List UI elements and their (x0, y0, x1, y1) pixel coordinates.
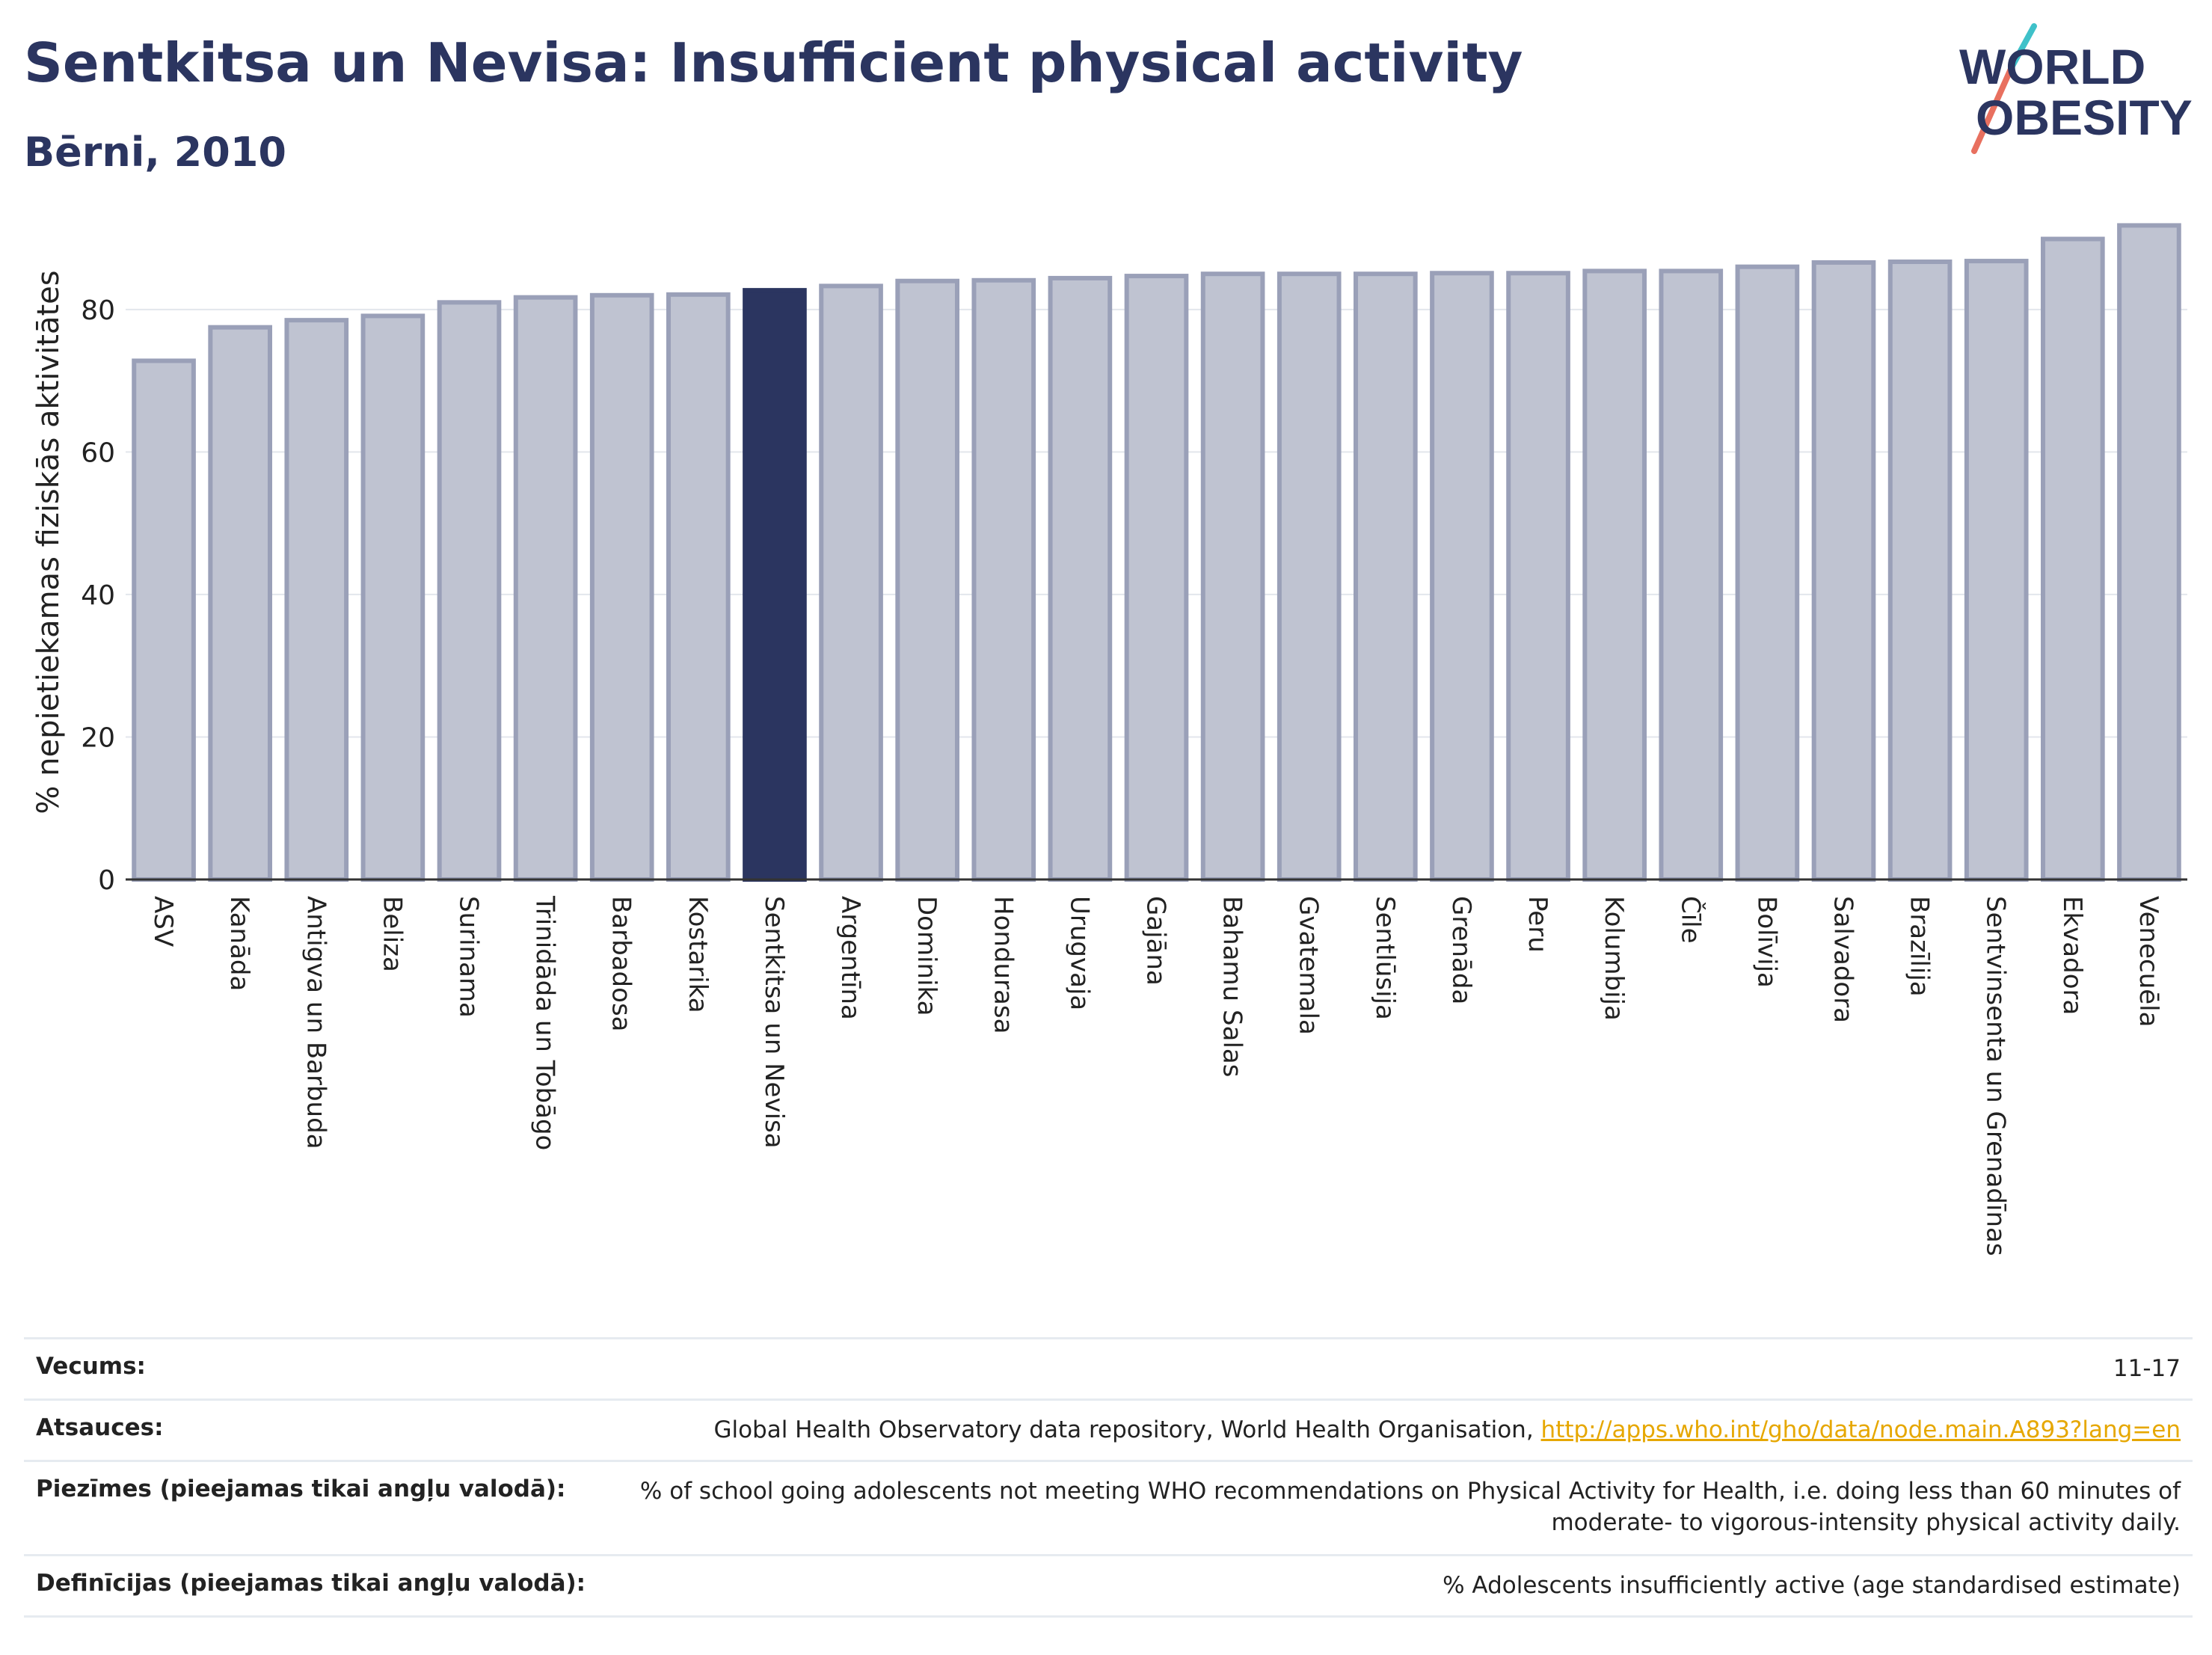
bar (1582, 268, 1647, 882)
logo-slash-teal (2009, 23, 2037, 70)
bar (1354, 271, 1418, 882)
x-tick-label: Beliza (377, 896, 407, 972)
sources-link[interactable]: http://apps.who.int/gho/data/node.main.A… (1540, 1416, 2181, 1443)
x-tick-label: ASV (148, 896, 178, 947)
y-tick-label: 80 (81, 295, 115, 326)
bar (2117, 223, 2181, 882)
bar (819, 283, 883, 882)
bar (1964, 259, 2029, 882)
x-tick-label: Sentvinsenta un Grenadīnas (1981, 896, 2011, 1256)
sources-value: Global Health Observatory data repositor… (713, 1414, 2181, 1446)
definitions-value: % Adolescents insufficiently active (age… (1443, 1572, 2181, 1599)
bar-chart: 0 20 40 60 80 ASV Kanāda Antigva un Barbuda Bel… (31, 223, 2187, 1256)
x-tick-label: Venecuēla (2133, 896, 2163, 1027)
bar (1811, 260, 1876, 882)
bar (1276, 271, 1342, 882)
chart-title: Sentkitsa un Nevisa: Insufficient physic… (24, 31, 1523, 94)
x-tick-label: Sentlūsija (1370, 896, 1400, 1020)
world-obesity-logo: WORLD OBESITY (1959, 23, 2193, 154)
chart-footer: Vecums: 11-17 Atsauces: Global Health Ob… (24, 1337, 2193, 1618)
category-labels: ASV Kanāda Antigva un Barbuda Beliza Surinam… (148, 895, 2163, 1256)
x-tick-label: Bolīvija (1751, 896, 1781, 988)
sources-text: Global Health Observatory data repositor… (713, 1416, 1541, 1443)
bar (208, 325, 272, 882)
x-tick-label: Kolumbija (1599, 896, 1629, 1021)
x-tick-label: Surinama (454, 896, 484, 1018)
bar (437, 300, 502, 882)
bar (666, 292, 731, 882)
x-tick-label: Grenāda (1446, 896, 1476, 1004)
notes-value: % of school going adolescents not meetin… (639, 1478, 2181, 1536)
footer-row-age: Vecums: 11-17 (24, 1337, 2193, 1398)
bar (2041, 236, 2105, 882)
x-tick-label: Bahamu Salas (1217, 896, 1247, 1077)
x-tick-label: Gvatemala (1294, 896, 1324, 1035)
y-tick-label: 0 (98, 865, 115, 896)
x-tick-label: Peru (1523, 896, 1552, 953)
age-label: Vecums: (36, 1353, 146, 1380)
bar (284, 318, 349, 882)
x-tick-label: Salvadora (1828, 896, 1858, 1023)
logo-line2: OBESITY (1976, 90, 2193, 145)
x-tick-label: Kanāda (224, 896, 254, 991)
bar (1124, 274, 1189, 882)
logo-slash-coral (1971, 64, 2015, 154)
x-tick-label: Trinidāda un Tobāgo (530, 895, 560, 1150)
bar (513, 295, 578, 882)
bar (132, 358, 196, 882)
bar (895, 278, 959, 882)
notes-label: Piezīmes (pieejamas tikai angļu valodā): (36, 1476, 566, 1502)
bar (1430, 271, 1494, 882)
x-tick-label: Argentīna (835, 896, 865, 1020)
y-axis-label: % nepietiekamas fiziskās aktivitātes (31, 270, 66, 814)
bar (1659, 268, 1724, 882)
bars (132, 223, 2181, 882)
x-tick-label: Antigva un Barbuda (301, 896, 331, 1149)
bar (1200, 271, 1265, 882)
logo-line1: WORLD (1959, 39, 2145, 94)
bar (971, 277, 1036, 882)
y-tick-label: 20 (81, 722, 115, 753)
age-value: 11-17 (2113, 1355, 2181, 1382)
x-tick-label: Gajāna (1141, 896, 1171, 986)
footer-row-sources: Atsauces: Global Health Observatory data… (24, 1398, 2193, 1460)
definitions-label: Definīcijas (pieejamas tikai angļu valod… (36, 1570, 586, 1597)
x-tick-label: Sentkitsa un Nevisa (759, 896, 789, 1149)
bar (1506, 271, 1570, 882)
sources-label: Atsauces: (36, 1414, 164, 1441)
y-tick-label: 40 (81, 580, 115, 611)
bar (589, 292, 654, 882)
x-tick-label: Kostarika (683, 896, 713, 1013)
bar (360, 313, 425, 882)
bar (1887, 260, 1953, 882)
x-tick-label: Dominika (912, 896, 941, 1016)
x-tick-label: Ekvadora (2057, 896, 2087, 1015)
footer-row-notes: Piezīmes (pieejamas tikai angļu valodā):… (24, 1460, 2193, 1554)
axes: 0 20 40 60 80 (81, 295, 2187, 896)
y-tick-label: 60 (81, 437, 115, 468)
bar (1735, 264, 1800, 882)
x-tick-label: Hondurasa (988, 896, 1018, 1034)
x-tick-label: Urugvaja (1064, 896, 1094, 1010)
bar (1048, 275, 1113, 882)
footer-row-definitions: Definīcijas (pieejamas tikai angļu valod… (24, 1554, 2193, 1615)
chart-subtitle: Bērni, 2010 (24, 129, 286, 176)
bar-highlight (743, 288, 807, 882)
footer-bottom-rule (24, 1615, 2193, 1618)
x-tick-label: Brazīlija (1905, 896, 1935, 997)
x-tick-label: Čīle (1675, 896, 1706, 944)
x-tick-label: Barbadosa (606, 896, 636, 1032)
